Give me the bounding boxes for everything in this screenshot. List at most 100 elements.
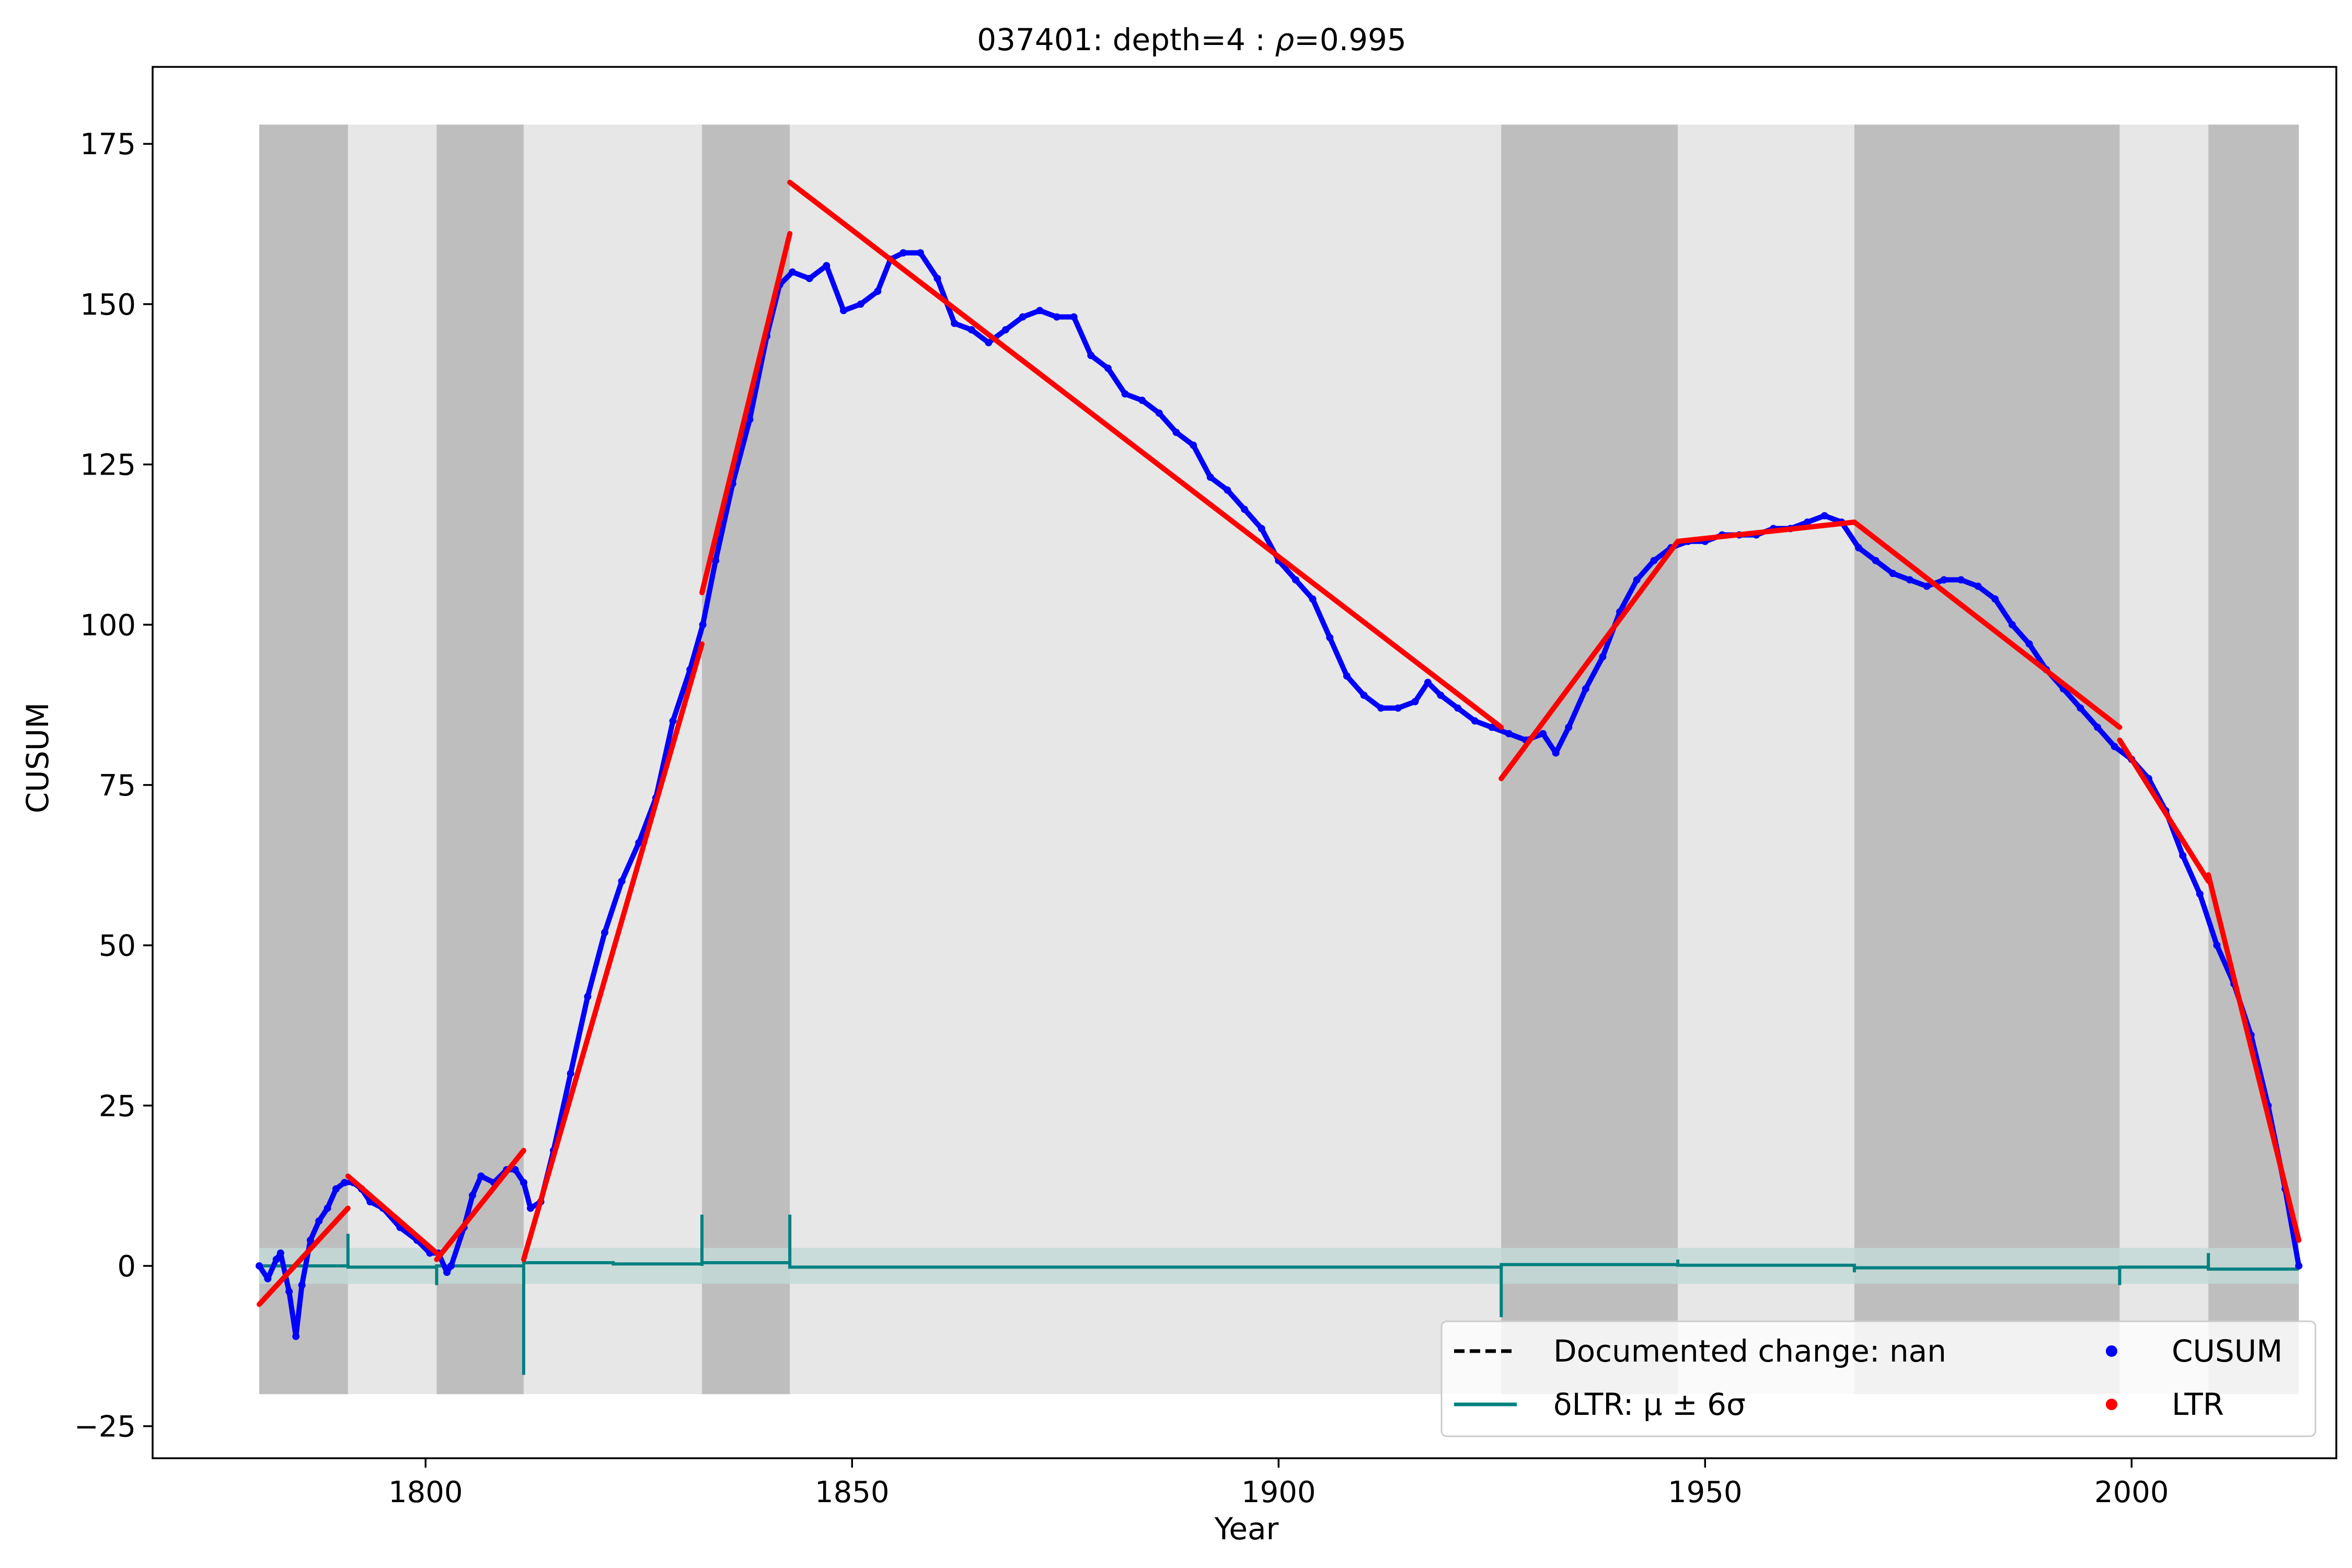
cusum-point-21 [447,1262,455,1270]
ltr-segment-4 [699,230,793,595]
cusum-point-64 [1087,352,1095,360]
cusum-point-68 [1155,409,1163,417]
y-tick-label-75: 75 [99,769,136,803]
legend-label-documented-change: Documented change: nan [1553,1333,1946,1369]
cusum-point-88 [1488,723,1496,731]
cusum-point-29 [526,1204,534,1212]
cusum-point-65 [1104,364,1112,372]
cusum-point-71 [1206,474,1214,481]
cusum-point-82 [1394,704,1402,712]
dark-band-3 [1501,124,1678,1394]
chart-title: 037401: depth=4 : ρ=0.995 [977,22,1406,57]
y-tick-label-150: 150 [80,288,136,322]
cusum-point-40 [699,621,707,629]
cusum-point-58 [985,339,993,347]
y-tick-label-125: 125 [80,448,136,482]
x-tick-label-1850: 1850 [815,1475,890,1509]
ltr-segment-3 [521,641,705,1262]
y-axis-ticks: −25 0 25 50 75 100 125 150 175 [74,128,153,1444]
cusum-point-50 [857,300,864,308]
shaded-bands [259,124,2299,1394]
cusum-point-93 [1565,723,1573,731]
cusum-point-97 [1633,576,1641,584]
cusum-point-48 [823,262,831,270]
cusum-point-98 [1650,557,1658,564]
y-axis-label: CUSUM [20,702,55,813]
ltr-segment-9 [2117,737,2211,884]
cusum-point-112 [1889,570,1897,578]
legend: Documented change: nan CUSUM δLTR: μ ± 6… [1440,1320,2316,1437]
cusum-point-107 [1804,518,1812,526]
cusum-point-5 [292,1332,300,1340]
cusum-point-67 [1138,396,1146,404]
x-tick-label-2000: 2000 [2094,1475,2169,1509]
ltr-segment-1 [345,1173,440,1256]
cusum-point-125 [2111,743,2118,751]
legend-label-delta-ltr: δLTR: μ ± 6σ [1553,1387,1746,1422]
cusum-point-80 [1360,691,1368,699]
ltr-segment-8 [1851,519,2123,730]
cusum-point-7 [306,1236,314,1244]
y-tick-label-175: 175 [80,128,136,162]
cusum-point-72 [1224,486,1231,494]
cusum-point-131 [2213,941,2221,949]
cusum-point-74 [1258,525,1265,533]
cusum-series [256,249,2303,1340]
x-tick-label-1900: 1900 [1241,1475,1316,1509]
y-tick-label-0: 0 [117,1250,136,1284]
x-axis-ticks: 1800 1850 1900 1950 2000 [388,1458,2169,1509]
cusum-point-108 [1820,512,1828,520]
cusum-point-123 [2077,704,2084,712]
cusum-point-36 [635,839,643,847]
cusum-point-46 [789,268,797,276]
legend-cusum-marker-icon [2106,1345,2117,1357]
cusum-point-49 [839,307,847,315]
cusum-point-70 [1190,441,1197,449]
y-tick-label--25: −25 [74,1410,136,1444]
cusum-point-57 [967,326,975,333]
cusum-point-24 [477,1172,485,1180]
y-tick-label-50: 50 [99,929,136,963]
cusum-point-51 [874,287,882,295]
cusum-point-1 [264,1275,272,1283]
ltr-series [257,179,2302,1307]
ltr-segment-5 [787,179,1504,730]
cusum-point-91 [1539,730,1547,737]
legend-ltr-marker-icon [2106,1399,2117,1410]
cusum-point-94 [1582,685,1589,693]
cusum-point-33 [584,993,592,1000]
x-tick-label-1800: 1800 [388,1475,463,1509]
legend-label-ltr: LTR [2172,1387,2224,1422]
cusum-point-20 [443,1269,451,1276]
cusum-point-76 [1292,576,1299,584]
cusum-point-0 [256,1262,263,1270]
cusum-point-56 [951,319,959,327]
dark-band-0 [259,124,348,1394]
cusum-point-120 [2025,640,2033,648]
cusum-point-69 [1172,429,1180,436]
cusum-point-85 [1437,691,1445,699]
cusum-point-63 [1070,313,1078,321]
ltr-segment-2 [434,1148,526,1262]
ltr-segment-7 [1675,519,1857,544]
cusum-point-35 [618,877,626,885]
cusum-point-66 [1121,390,1129,398]
delta-ltr-series [259,1214,2299,1375]
cusum-point-11 [341,1179,349,1186]
cusum-point-87 [1471,717,1479,725]
cusum-point-129 [2179,851,2187,859]
cusum-point-115 [1940,576,1948,584]
x-axis-label: Year [1214,1511,1279,1547]
cusum-point-130 [2196,890,2204,898]
cusum-point-119 [2008,621,2016,629]
cusum-point-124 [2094,723,2102,731]
cusum-point-3 [276,1249,284,1257]
cusum-point-34 [601,929,608,937]
cusum-point-62 [1053,313,1060,321]
cusum-point-83 [1411,698,1419,706]
cusum-point-114 [1923,582,1931,590]
cusum-point-53 [900,249,907,257]
cusum-point-136 [2295,1262,2303,1270]
cusum-point-84 [1424,678,1432,686]
